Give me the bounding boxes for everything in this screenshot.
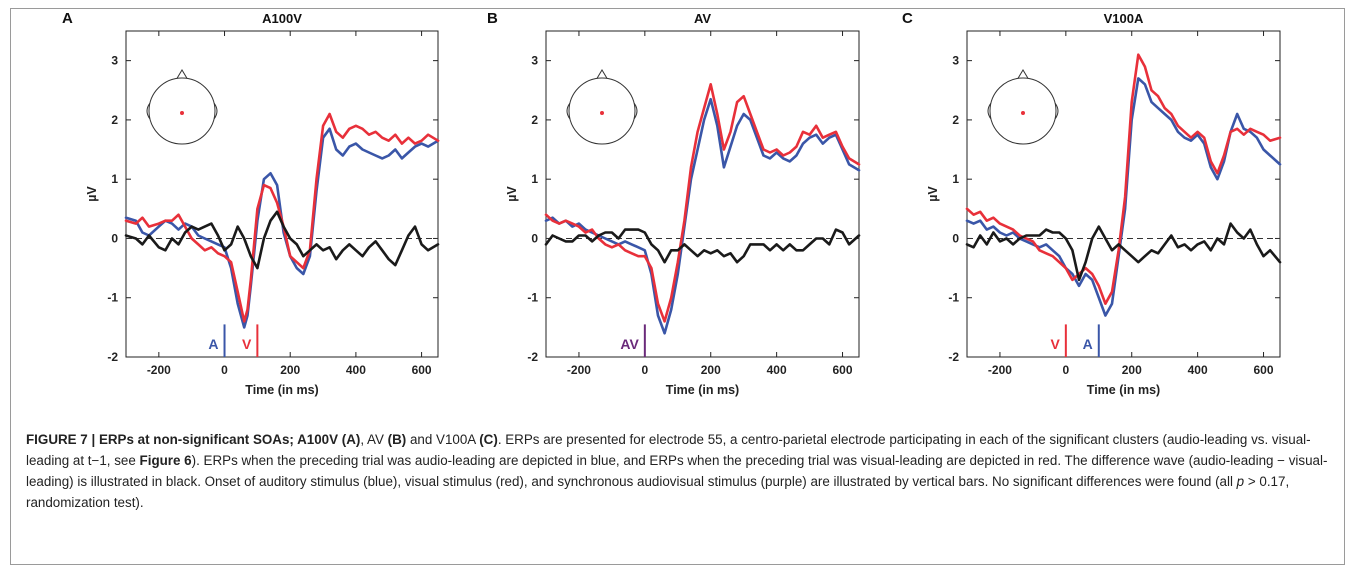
erp-series-red [965, 53, 1282, 305]
x-tick-label: -200 [567, 363, 591, 377]
head-topography-icon [987, 69, 1059, 145]
chart-panel-a: A A100V -2 -1 0 1 2 3 -200 0 200 400 600 Time (in ms)… [62, 10, 440, 397]
y-tick-label: -1 [527, 291, 538, 305]
y-tick-label: 2 [531, 113, 538, 127]
panel-title: A100V [262, 11, 302, 26]
erp-series-blue [124, 127, 440, 329]
figure-frame [10, 8, 1345, 565]
x-tick-label: -200 [147, 363, 171, 377]
panel-letter: A [62, 10, 73, 27]
x-tick-label: -200 [988, 363, 1012, 377]
x-tick-label: 600 [1254, 363, 1274, 377]
y-tick-label: 0 [111, 231, 118, 245]
nose-outline [1016, 69, 1030, 81]
right-ear-outline [633, 102, 638, 120]
electrode-dot [180, 111, 184, 115]
head-topography-icon [146, 69, 218, 145]
left-ear-outline [987, 102, 992, 120]
y-tick-label: 2 [111, 113, 118, 127]
onset-marker-label: A [208, 336, 218, 352]
onset-marker-label: V [242, 336, 252, 352]
y-tick-label: 1 [952, 172, 959, 186]
x-axis-label: Time (in ms) [1087, 383, 1160, 397]
nose-outline [595, 69, 609, 81]
x-tick-label: 0 [221, 363, 228, 377]
caption-text: ). ERPs when the preceding trial was aud… [26, 453, 1328, 489]
y-tick-label: 3 [111, 54, 118, 68]
caption-p-symbol: p [1236, 474, 1245, 489]
onset-marker-label: V [1050, 336, 1060, 352]
erp-series-black [124, 210, 440, 270]
y-tick-label: 1 [531, 172, 538, 186]
y-tick-label: 1 [111, 172, 118, 186]
x-tick-label: 200 [1122, 363, 1142, 377]
right-ear-outline [213, 102, 218, 120]
caption-panel-b: (B) [387, 432, 407, 447]
caption-text: . ERPs are presented for electrode 55, a… [26, 432, 1311, 468]
head-topography-icon [566, 69, 638, 145]
left-ear-outline [146, 102, 151, 120]
caption-panel-c: (C) [479, 432, 498, 447]
onset-marker-label: AV [620, 336, 639, 352]
chart-panel-c: C V100A -2 -1 0 1 2 3 -200 0 200 400 600 Time (in ms)… [902, 10, 1282, 397]
erp-series-black [544, 228, 861, 264]
left-ear-outline [566, 102, 571, 120]
y-axis-label: µV [85, 186, 99, 202]
panel-title: V100A [1104, 11, 1144, 26]
erp-series-red [124, 112, 440, 323]
x-axis-label: Time (in ms) [666, 383, 739, 397]
y-tick-label: 0 [531, 231, 538, 245]
chart-panel-b: B AV -2 -1 0 1 2 3 -200 0 200 400 600 Time (in ms) µV A… [487, 10, 861, 397]
y-tick-label: 3 [531, 54, 538, 68]
x-tick-label: 200 [701, 363, 721, 377]
onset-marker-label: A [1083, 336, 1093, 352]
x-tick-label: 600 [833, 363, 853, 377]
x-tick-label: 200 [280, 363, 300, 377]
panel-title: AV [694, 11, 711, 26]
y-tick-label: -1 [107, 291, 118, 305]
caption-label: FIGURE 7 | ERPs at non-significant SOAs;… [26, 432, 361, 447]
panel-letter: B [487, 10, 498, 27]
x-tick-label: 0 [1062, 363, 1069, 377]
electrode-dot [600, 111, 604, 115]
x-tick-label: 400 [1188, 363, 1208, 377]
erp-series-black [965, 222, 1282, 282]
plot-axes-box [966, 30, 1281, 358]
x-tick-label: 400 [767, 363, 787, 377]
panel-letter: C [902, 10, 913, 27]
right-ear-outline [1054, 102, 1059, 120]
y-tick-label: 0 [952, 231, 959, 245]
caption-text: and V100A [406, 432, 480, 447]
y-tick-label: -2 [107, 350, 118, 364]
x-tick-label: 400 [346, 363, 366, 377]
caption-figure-reference: Figure 6 [139, 453, 192, 468]
y-tick-label: 2 [952, 113, 959, 127]
x-tick-label: 0 [641, 363, 648, 377]
plot-axes-box [545, 30, 860, 358]
y-axis-label: µV [926, 186, 940, 202]
figure-caption: FIGURE 7 | ERPs at non-significant SOAs;… [26, 429, 1336, 513]
caption-text: , AV [360, 432, 388, 447]
plot-axes-box [125, 30, 439, 358]
caption-text: > 0.17, randomization test). [26, 474, 1290, 510]
x-axis-label: Time (in ms) [245, 383, 318, 397]
nose-outline [175, 69, 189, 81]
y-axis-label: µV [505, 186, 519, 202]
y-tick-label: 3 [952, 54, 959, 68]
y-tick-label: -2 [948, 350, 959, 364]
x-tick-label: 600 [412, 363, 432, 377]
electrode-dot [1021, 111, 1025, 115]
y-tick-label: -1 [948, 291, 959, 305]
y-tick-label: -2 [527, 350, 538, 364]
